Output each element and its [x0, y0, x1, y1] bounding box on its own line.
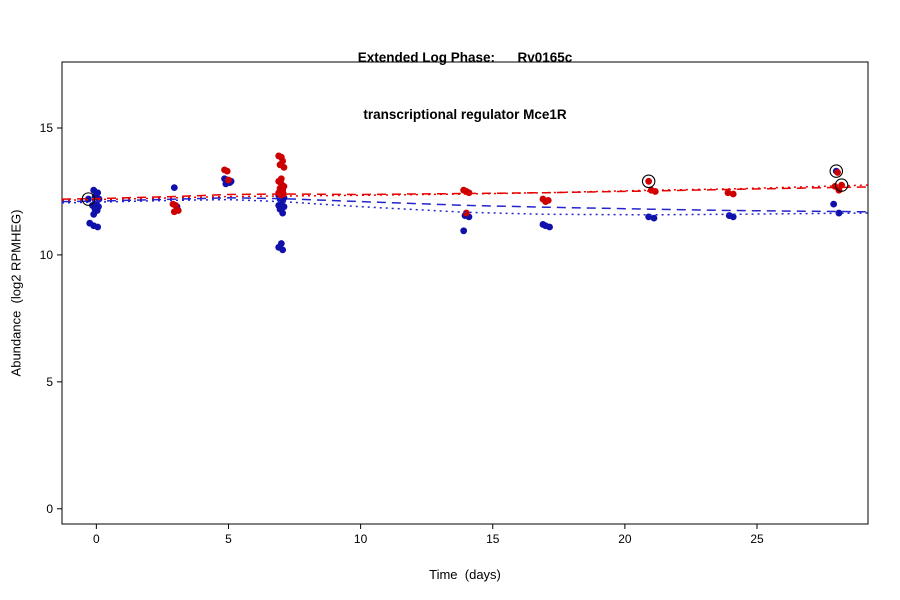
y-axis-label: Abundance (log2 RPMHEG): [8, 209, 24, 377]
x-tick-label: 5: [225, 532, 232, 546]
data-point-condition-blue: [830, 200, 838, 208]
data-point-condition-blue: [546, 223, 553, 231]
data-point-condition-red: [729, 190, 737, 198]
data-point-condition-blue: [729, 213, 737, 221]
data-point-condition-blue: [90, 210, 98, 218]
x-tick-label: 20: [618, 532, 632, 546]
data-point-condition-blue: [835, 209, 843, 217]
data-point-condition-blue: [279, 209, 287, 217]
x-axis-label: Time (days): [429, 567, 501, 582]
data-point-condition-red: [542, 198, 549, 206]
data-point-condition-red: [277, 191, 284, 199]
data-point-condition-red: [834, 169, 842, 176]
highlight-circle: [834, 178, 849, 192]
chart-title-line2: transcriptional regulator Mce1R: [363, 107, 567, 122]
data-point-condition-blue: [94, 223, 102, 231]
data-point-condition-blue: [460, 227, 468, 235]
x-tick-label: 0: [93, 532, 100, 546]
trend-line-blue-dotted-fit: [61, 198, 869, 216]
data-point-condition-red: [172, 202, 180, 209]
data-point-condition-blue: [170, 184, 178, 192]
y-tick-label: 5: [46, 375, 53, 389]
data-point-condition-red: [645, 177, 653, 185]
data-point-condition-red: [462, 209, 470, 217]
trend-line-blue-longdash-fit: [61, 197, 869, 213]
x-tick-label: 10: [354, 532, 368, 546]
chart-title: Extended Log Phase: Rv0165c transcriptio…: [62, 10, 868, 162]
y-tick-label: 15: [40, 121, 54, 135]
y-tick-label: 0: [46, 502, 53, 516]
plot-box: [61, 61, 869, 525]
trend-line-red-longdash-fit: [61, 186, 869, 200]
data-point-condition-red: [724, 189, 732, 197]
highlight-circle: [641, 174, 656, 189]
chart-title-line1: Extended Log Phase: Rv0165c: [357, 50, 573, 65]
data-point-condition-blue: [650, 214, 658, 222]
highlight-circle: [829, 164, 844, 178]
x-tick-label: 15: [486, 532, 500, 546]
data-point-condition-red: [170, 208, 178, 216]
data-point-condition-blue: [85, 195, 92, 203]
data-point-condition-blue: [279, 246, 287, 254]
y-tick-label: 10: [40, 248, 54, 262]
data-point-condition-red: [225, 176, 232, 184]
data-point-condition-red: [223, 167, 231, 175]
x-tick-label: 25: [750, 532, 764, 546]
highlight-circle: [81, 192, 96, 206]
data-point-condition-red: [280, 163, 288, 171]
